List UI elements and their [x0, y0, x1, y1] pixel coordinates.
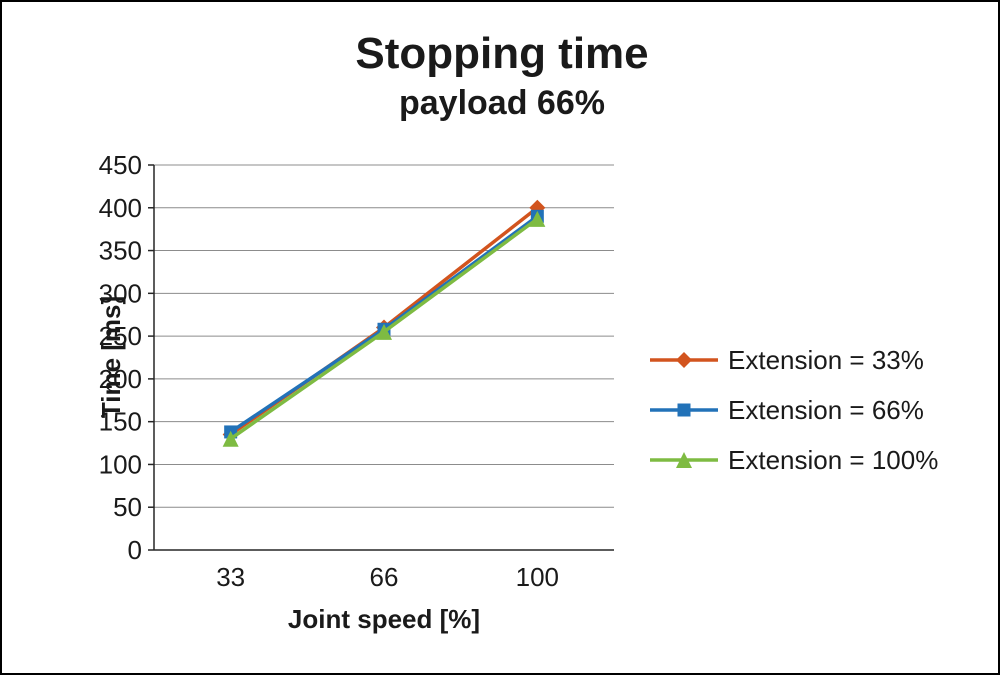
- y-tick-label: 200: [99, 364, 142, 394]
- chart-subtitle: payload 66%: [399, 84, 605, 122]
- y-tick-label: 450: [99, 150, 142, 180]
- y-tick-label: 300: [99, 278, 142, 308]
- marker-triangle-icon: [222, 430, 239, 447]
- legend-item: Extension = 100%: [650, 445, 938, 475]
- y-tick-label: 100: [99, 449, 142, 479]
- y-tick-label: 350: [99, 236, 142, 266]
- marker-square-icon: [677, 403, 691, 417]
- x-axis-title: Joint speed [%]: [288, 604, 480, 634]
- y-tick-label: 400: [99, 193, 142, 223]
- x-tick-label: 100: [516, 562, 559, 592]
- legend-label: Extension = 33%: [728, 345, 924, 375]
- legend-item: Extension = 33%: [650, 345, 924, 375]
- y-tick-label: 0: [128, 535, 142, 565]
- y-tick-label: 250: [99, 321, 142, 351]
- legend-label: Extension = 66%: [728, 395, 924, 425]
- x-tick-label: 33: [216, 562, 245, 592]
- marker-diamond-icon: [676, 352, 692, 368]
- plot-area: 0 50 100 150 200 250 300 350 400 450 33 66 100: [99, 150, 614, 592]
- marker-triangle-icon: [376, 323, 392, 340]
- marker-triangle-icon: [676, 452, 692, 468]
- y-tick-label: 50: [113, 492, 142, 522]
- y-tick-label: 150: [99, 407, 142, 437]
- x-tick-label: 66: [370, 562, 399, 592]
- legend: Extension = 33% Extension = 66% Extension …: [650, 345, 938, 475]
- marker-triangle-icon: [529, 210, 546, 227]
- legend-item: Extension = 66%: [650, 395, 924, 425]
- chart-title: Stopping time: [355, 29, 648, 78]
- legend-label: Extension = 100%: [728, 445, 938, 475]
- y-axis-title: Time [ms]: [96, 296, 126, 418]
